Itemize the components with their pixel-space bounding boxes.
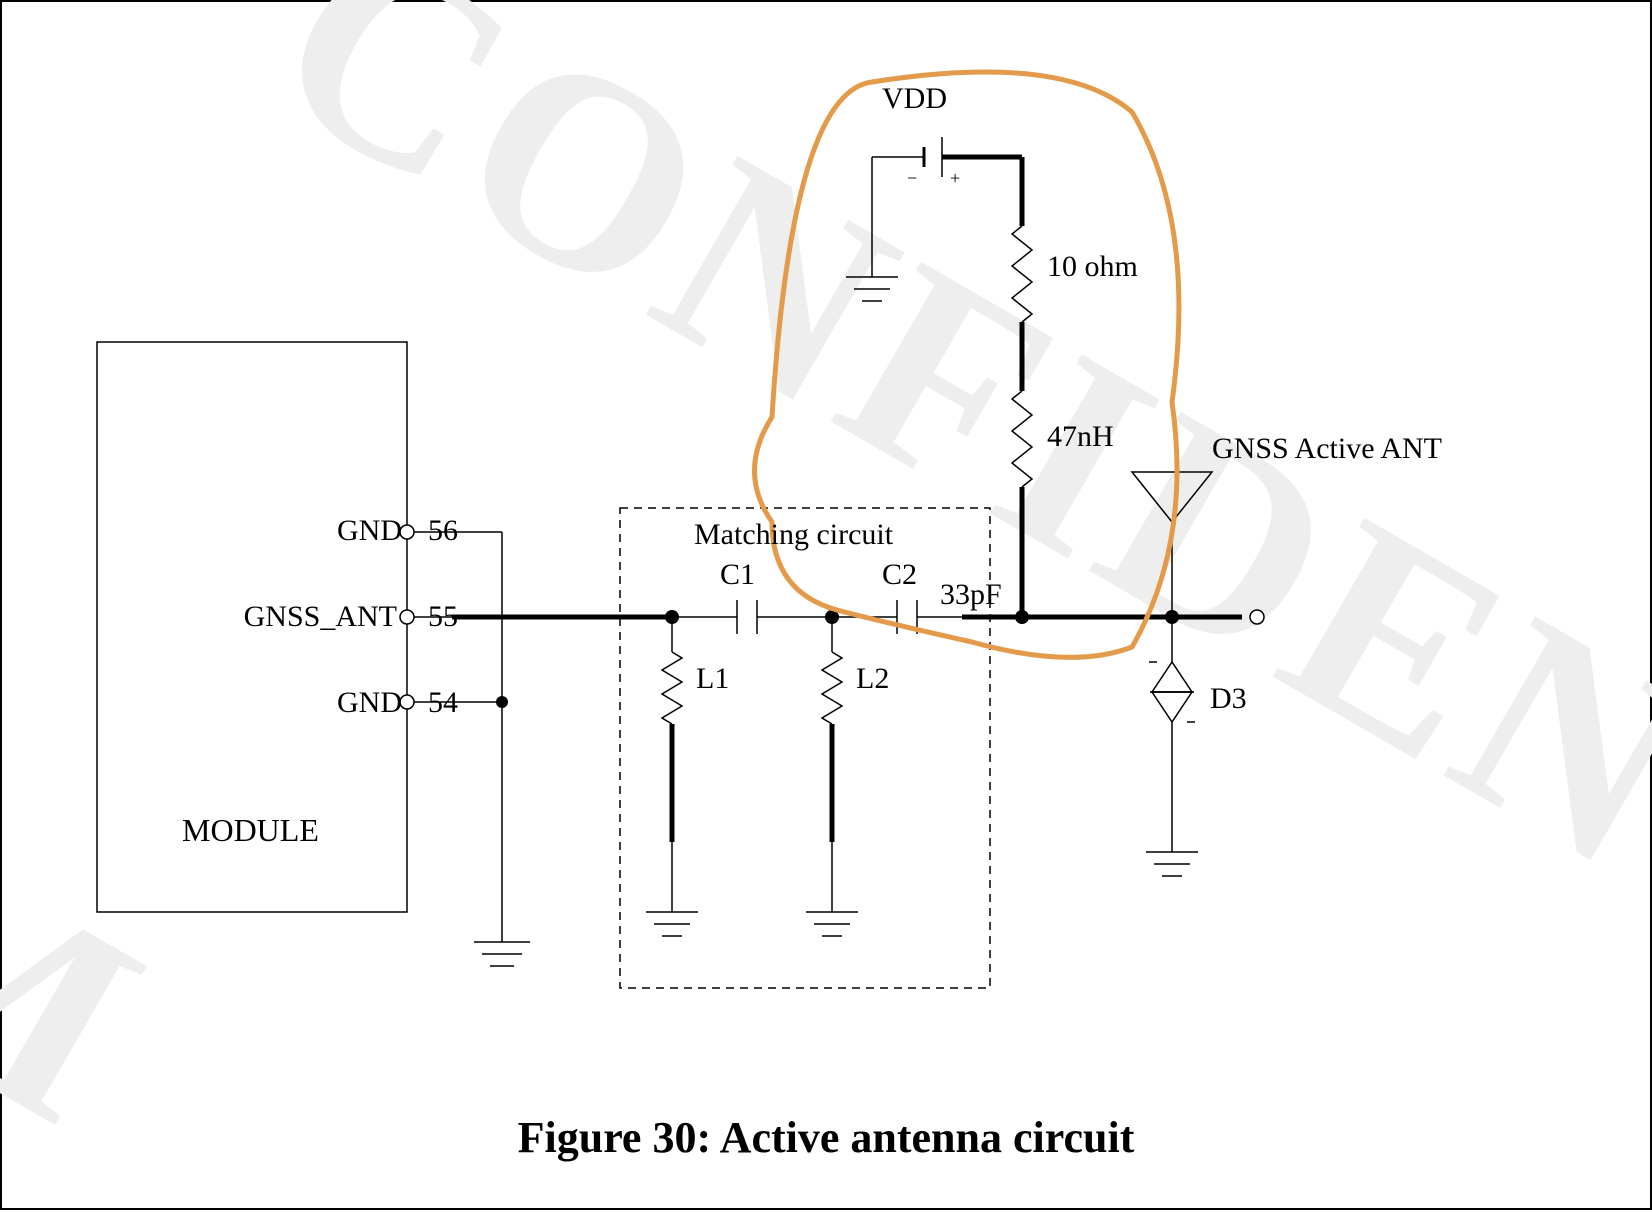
pin-54-name: GND (337, 686, 397, 720)
antenna-icon (1132, 472, 1212, 522)
pin-55-terminal (400, 610, 414, 624)
pin-56-name: GND (337, 514, 397, 548)
label-47nh: 47nH (1047, 420, 1114, 454)
l2-resistor-icon (822, 652, 842, 724)
module-title: MODULE (182, 812, 319, 849)
label-l2: L2 (856, 662, 889, 696)
figure-caption: Figure 30: Active antenna circuit (2, 1112, 1650, 1163)
ant-terminal (1250, 610, 1264, 624)
matching-title: Matching circuit (694, 518, 893, 552)
inductor-47nh-icon (1012, 391, 1032, 487)
label-l1: L1 (696, 662, 729, 696)
label-33pf: 33pF (940, 578, 1002, 612)
annotation-highlight (755, 72, 1179, 657)
label-10ohm: 10 ohm (1047, 250, 1138, 284)
d3-tvs-top (1152, 662, 1192, 692)
label-vdd: VDD (882, 82, 947, 116)
svg-text:+: + (950, 168, 960, 188)
pin-55-name: GNSS_ANT (237, 600, 397, 634)
pin-55-num: 55 (428, 600, 458, 634)
pin-54-num: 54 (428, 686, 458, 720)
d3-tvs-bottom (1152, 692, 1192, 722)
label-gnss-ant: GNSS Active ANT (1212, 432, 1442, 466)
figure-frame: M CONFIDEN (0, 0, 1652, 1210)
label-d3: D3 (1210, 682, 1247, 716)
matching-box (620, 508, 990, 988)
svg-text:−: − (907, 168, 917, 188)
label-c2: C2 (882, 558, 917, 592)
l1-resistor-icon (662, 652, 682, 724)
resistor-10ohm-icon (1012, 226, 1032, 322)
label-c1: C1 (720, 558, 755, 592)
pin-56-num: 56 (428, 514, 458, 548)
pin-56-terminal (400, 525, 414, 539)
pin-54-terminal (400, 695, 414, 709)
